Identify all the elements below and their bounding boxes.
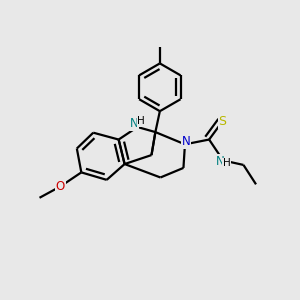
Text: N: N [216,154,224,167]
Text: H: H [223,158,231,168]
Text: S: S [218,115,226,128]
Text: H: H [137,116,145,126]
Text: N: N [130,117,138,130]
Text: O: O [56,180,65,193]
Text: N: N [182,135,190,148]
